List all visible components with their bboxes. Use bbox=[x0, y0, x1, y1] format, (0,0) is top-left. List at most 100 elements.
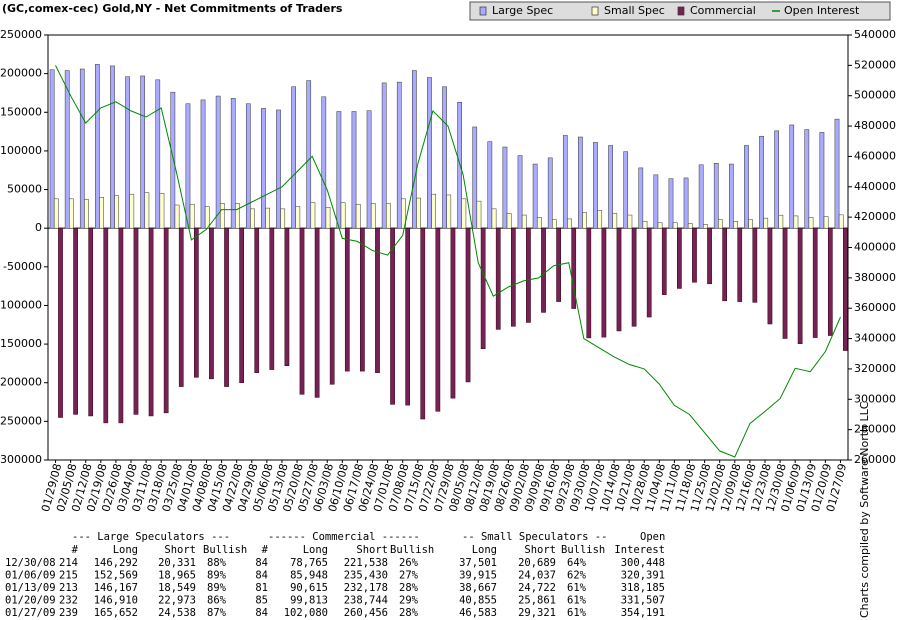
table-cell: 152,569 bbox=[94, 570, 138, 582]
table-cell: 354,191 bbox=[621, 607, 665, 619]
y2-tick-label: 380000 bbox=[854, 271, 896, 284]
table-cell: 24,037 bbox=[518, 570, 556, 582]
table-cell: 238,744 bbox=[344, 595, 388, 607]
bar bbox=[623, 151, 629, 229]
bar bbox=[642, 220, 648, 229]
table-cell: 232,178 bbox=[344, 582, 388, 594]
table-group-header: Open bbox=[640, 531, 665, 543]
bar bbox=[170, 91, 176, 229]
bar bbox=[737, 227, 743, 302]
bar bbox=[552, 219, 557, 229]
table-cell: 01/13/09 bbox=[5, 582, 56, 594]
table-cell: 90,615 bbox=[290, 582, 328, 594]
table-cell: 78,765 bbox=[290, 557, 328, 569]
bar bbox=[360, 227, 365, 372]
bar bbox=[571, 227, 577, 309]
bar bbox=[767, 227, 773, 325]
bar bbox=[827, 227, 833, 336]
bar bbox=[215, 95, 221, 229]
bar bbox=[73, 227, 78, 415]
bar bbox=[148, 227, 154, 417]
table-cell: 37,501 bbox=[459, 557, 497, 569]
bar bbox=[612, 213, 618, 229]
bar bbox=[819, 132, 825, 229]
bar bbox=[431, 193, 437, 229]
bar bbox=[245, 103, 251, 229]
bar bbox=[567, 218, 572, 229]
legend-label: Large Spec bbox=[492, 4, 553, 17]
bar bbox=[340, 202, 346, 229]
bar bbox=[58, 227, 63, 418]
table-group-header: -- Small Speculators -- bbox=[462, 531, 607, 543]
bar bbox=[808, 217, 814, 229]
y-tick-label: 250000 bbox=[0, 28, 42, 41]
bar bbox=[235, 203, 240, 229]
table-cell: 01/20/09 bbox=[5, 595, 56, 607]
bar bbox=[759, 135, 764, 229]
y2-tick-label: 340000 bbox=[854, 332, 896, 345]
bar bbox=[578, 136, 583, 229]
bar bbox=[541, 227, 546, 313]
bar bbox=[752, 227, 758, 303]
bar bbox=[562, 135, 568, 229]
bar bbox=[159, 193, 165, 229]
bar bbox=[284, 227, 290, 366]
table-cell: 24,538 bbox=[158, 607, 196, 619]
y2-tick-label: 320000 bbox=[854, 362, 896, 375]
table-header: Short bbox=[356, 544, 388, 556]
y2-tick-label: 480000 bbox=[854, 119, 896, 132]
bar bbox=[412, 70, 417, 229]
y-tick-label: -250000 bbox=[0, 414, 42, 427]
bar bbox=[797, 227, 803, 344]
bar bbox=[638, 167, 644, 229]
table-cell: 18,549 bbox=[158, 582, 196, 594]
bar bbox=[713, 163, 719, 229]
table-cell: 84 bbox=[255, 557, 268, 569]
table-header: Short bbox=[164, 544, 196, 556]
bar bbox=[744, 145, 749, 229]
bar bbox=[778, 214, 784, 229]
table-cell: 61% bbox=[567, 607, 587, 619]
legend-swatch bbox=[677, 6, 685, 16]
table-cell: 26% bbox=[399, 557, 419, 569]
table-cell: 89% bbox=[207, 570, 227, 582]
table-cell: 85,948 bbox=[290, 570, 328, 582]
bar bbox=[351, 111, 357, 229]
credit: Charts compiled by Software North LLC bbox=[858, 401, 871, 618]
y2-tick-label: 460000 bbox=[854, 149, 896, 162]
table-cell: 25,861 bbox=[518, 595, 556, 607]
bar bbox=[329, 227, 335, 385]
bar bbox=[344, 227, 350, 372]
y-tick-label: -100000 bbox=[0, 298, 42, 311]
table-header: Interest bbox=[614, 544, 665, 556]
legend-swatch bbox=[479, 6, 487, 16]
bar bbox=[144, 192, 150, 229]
bar bbox=[224, 227, 229, 387]
y2-tick-label: 540000 bbox=[854, 28, 896, 41]
bar bbox=[616, 227, 622, 332]
bar bbox=[593, 142, 598, 229]
y2-tick-label: 400000 bbox=[854, 241, 896, 254]
y-tick-label: 150000 bbox=[0, 105, 42, 118]
bar bbox=[355, 203, 361, 229]
bar bbox=[653, 174, 659, 229]
table-cell: 18,965 bbox=[158, 570, 196, 582]
bar bbox=[310, 202, 316, 229]
table-header: # bbox=[72, 544, 79, 556]
bar bbox=[782, 227, 788, 339]
bar bbox=[155, 79, 161, 229]
table-cell: 89% bbox=[207, 582, 227, 594]
table-cell: 215 bbox=[59, 570, 78, 582]
bar bbox=[193, 227, 199, 378]
table-cell: 01/06/09 bbox=[5, 570, 56, 582]
table-cell: 85 bbox=[255, 595, 268, 607]
bar bbox=[204, 206, 210, 229]
bar bbox=[280, 208, 286, 229]
table-cell: 64% bbox=[567, 557, 587, 569]
bar bbox=[601, 227, 607, 338]
bar bbox=[299, 227, 305, 395]
bar bbox=[49, 69, 55, 229]
table-cell: 87% bbox=[207, 607, 227, 619]
table-cell: 221,538 bbox=[344, 557, 388, 569]
bar bbox=[597, 210, 603, 229]
